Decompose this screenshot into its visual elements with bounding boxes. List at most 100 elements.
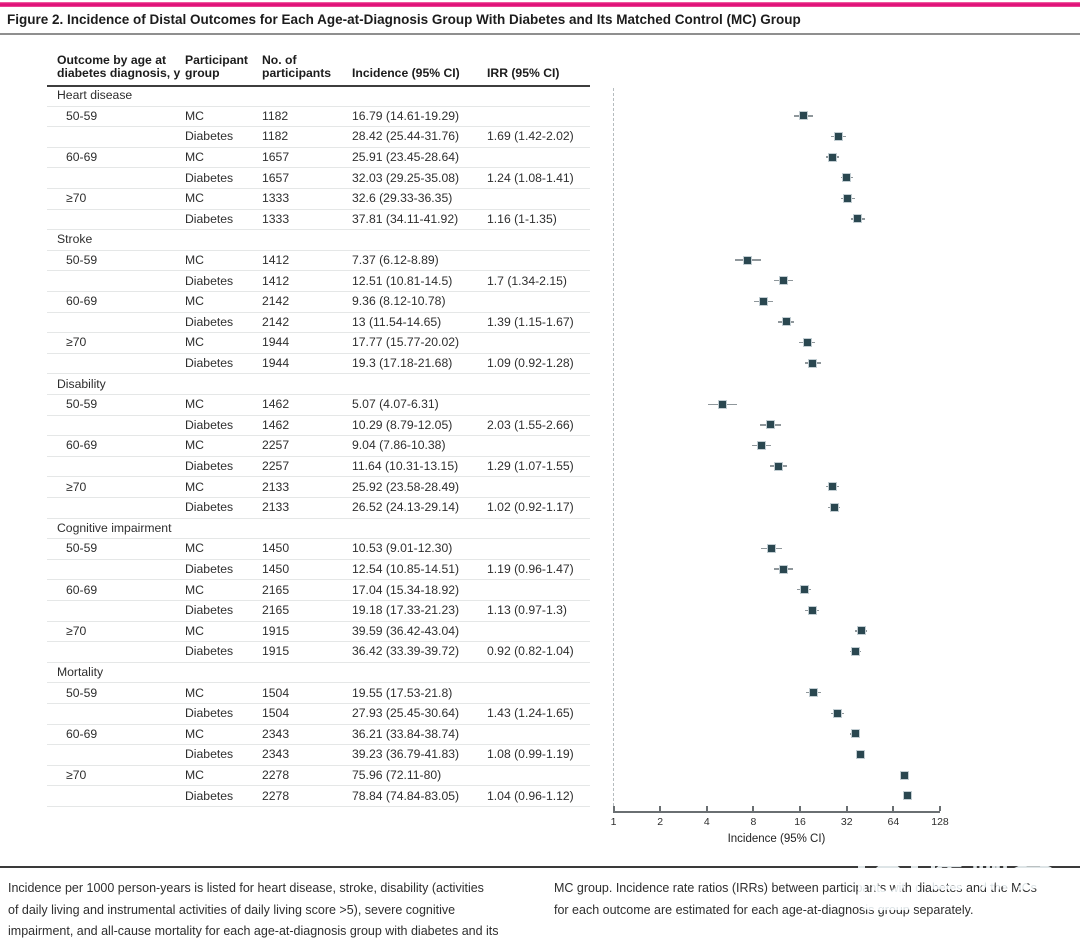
title-divider-rule [0, 33, 1080, 35]
table-section-row: Stroke [47, 229, 590, 251]
point-estimate-marker [853, 214, 863, 224]
participants-count-cell: 2257 [262, 438, 290, 453]
table-row: Diabetes 1504 27.93 (25.45-30.64) 1.43 (1.2… [47, 703, 590, 725]
incidence-cell: 11.64 (10.31-13.15) [352, 459, 459, 474]
incidence-cell: 10.29 (8.79-12.05) [352, 417, 453, 432]
point-estimate-marker [834, 132, 844, 141]
table-row: Diabetes 1182 28.42 (25.44-31.76) 1.69 (1.4… [47, 126, 590, 148]
table-row: ≥70 MC 1944 17.77 (15.77-20.02) [47, 332, 590, 354]
incidence-cell: 28.42 (25.44-31.76) [352, 129, 460, 144]
participants-count-cell: 1412 [262, 273, 290, 288]
x-axis-line [613, 811, 940, 813]
watermark-text-block: 医咖会 [928, 855, 1078, 905]
point-estimate-marker [808, 358, 818, 368]
participant-group-cell: MC [185, 294, 204, 309]
table-row: ≥70 MC 2133 25.92 (23.58-28.49) [47, 476, 590, 498]
table-header-row: Outcome by age at diabetes diagnosis, y … [47, 46, 590, 87]
irr-cell: 2.03 (1.55-2.66) [487, 417, 574, 432]
incidence-cell: 27.93 (25.45-30.64) [352, 706, 460, 721]
table-section-row: Mortality [47, 662, 590, 684]
incidence-cell: 19.18 (17.33-21.23) [352, 603, 460, 618]
irr-cell: 1.29 (1.07-1.55) [487, 459, 574, 474]
incidence-cell: 13 (11.54-14.65) [352, 314, 442, 329]
incidence-cell: 12.51 (10.81-14.5) [352, 273, 453, 288]
incidence-cell: 37.81 (34.11-41.92) [352, 211, 459, 226]
incidence-cell: 39.23 (36.79-41.83) [352, 747, 460, 762]
table-row: 50-59 MC 1182 16.79 (14.61-19.29) [47, 106, 590, 128]
participant-group-cell: MC [185, 438, 204, 453]
participant-group-cell: MC [185, 191, 204, 206]
participants-count-cell: 1462 [262, 397, 290, 412]
participant-group-cell: MC [185, 150, 204, 165]
participant-group-cell: MC [185, 623, 204, 638]
top-accent-rule [0, 2, 1080, 7]
point-estimate-marker [799, 585, 809, 595]
table-row: 60-69 MC 2142 9.36 (8.12-10.78) [47, 291, 590, 313]
participants-count-cell: 1944 [262, 335, 290, 350]
participants-count-cell: 1657 [262, 170, 290, 185]
irr-cell: 1.09 (0.92-1.28) [487, 356, 574, 371]
point-estimate-marker [856, 626, 866, 636]
watermark-subtext-bar [928, 898, 1078, 905]
age-group-cell: 60-69 [66, 294, 98, 309]
incidence-cell: 78.84 (74.84-83.05) [352, 788, 460, 803]
table-row: Diabetes 2278 78.84 (74.84-83.05) 1.04 (0.9… [47, 785, 590, 807]
watermark-text: 医咖会 [928, 854, 1058, 896]
point-estimate-marker [757, 441, 767, 450]
point-estimate-marker [779, 276, 788, 286]
incidence-cell: 75.96 (72.11-80) [352, 768, 442, 783]
participants-count-cell: 2142 [262, 314, 290, 329]
age-group-cell: 60-69 [66, 582, 98, 597]
section-label: Mortality [57, 665, 104, 680]
point-estimate-marker [798, 111, 808, 121]
table-row: ≥70 MC 1915 39.59 (36.42-43.04) [47, 621, 590, 643]
column-header-incidence: Incidence (95% CI) [352, 66, 460, 81]
incidence-cell: 19.55 (17.53-21.8) [352, 685, 453, 700]
irr-cell: 1.13 (0.97-1.3) [487, 603, 567, 618]
table-row: 60-69 MC 2165 17.04 (15.34-18.92) [47, 579, 590, 601]
age-group-cell: 60-69 [66, 150, 98, 165]
table-row: ≥70 MC 2278 75.96 (72.11-80) [47, 765, 590, 787]
column-header-irr: IRR (95% CI) [487, 66, 560, 81]
x-axis-tick-label: 8 [750, 816, 757, 828]
x-axis-tick [659, 806, 662, 811]
x-axis-tick [845, 806, 848, 811]
participants-count-cell: 1915 [262, 623, 290, 638]
point-estimate-marker [902, 791, 912, 801]
participants-count-cell: 2133 [262, 479, 290, 494]
incidence-cell: 7.37 (6.12-8.89) [352, 253, 439, 268]
participant-group-cell: MC [185, 726, 204, 741]
irr-cell: 1.43 (1.24-1.65) [487, 706, 574, 721]
table-row: 60-69 MC 1657 25.91 (23.45-28.64) [47, 147, 590, 169]
x-axis-tick-label: 4 [703, 816, 710, 828]
participant-group-cell: Diabetes [185, 314, 234, 329]
point-estimate-marker [843, 193, 853, 203]
incidence-cell: 17.04 (15.34-18.92) [352, 582, 460, 597]
x-axis-tick [939, 806, 941, 811]
footnote-divider-rule [0, 866, 1080, 868]
incidence-cell: 36.42 (33.39-39.72) [352, 644, 460, 659]
table-row: Diabetes 2165 19.18 (17.33-21.23) 1.13 (0.9… [47, 600, 590, 622]
participant-group-cell: MC [185, 108, 204, 123]
footnote-right-column: MC group. Incidence rate ratios (IRRs) b… [554, 881, 1037, 917]
watermark: 医咖会 [858, 850, 1078, 910]
irr-cell: 1.24 (1.08-1.41) [487, 170, 574, 185]
participant-group-cell: MC [185, 335, 204, 350]
participant-group-cell: Diabetes [185, 644, 234, 659]
age-group-cell: 50-59 [66, 253, 98, 268]
age-group-cell: 50-59 [66, 397, 98, 412]
point-estimate-marker [807, 605, 817, 615]
x-axis-tick [799, 806, 802, 811]
age-group-cell: ≥70 [66, 191, 87, 206]
participant-group-cell: Diabetes [185, 706, 234, 721]
participants-count-cell: 1944 [262, 356, 290, 371]
incidence-cell: 25.92 (23.58-28.49) [352, 479, 460, 494]
watermark-logo-icon [858, 850, 918, 910]
table-row: Diabetes 2133 26.52 (24.13-29.14) 1.02 (0.9… [47, 497, 590, 519]
column-header-outcome: Outcome by age at diabetes diagnosis, y [57, 52, 181, 81]
participants-count-cell: 1657 [262, 150, 290, 165]
footnote-left-column: Incidence per 1000 person-years is liste… [8, 881, 499, 938]
table-row: 60-69 MC 2257 9.04 (7.86-10.38) [47, 435, 590, 457]
x-axis-tick [705, 806, 708, 811]
section-label: Heart disease [57, 88, 133, 103]
